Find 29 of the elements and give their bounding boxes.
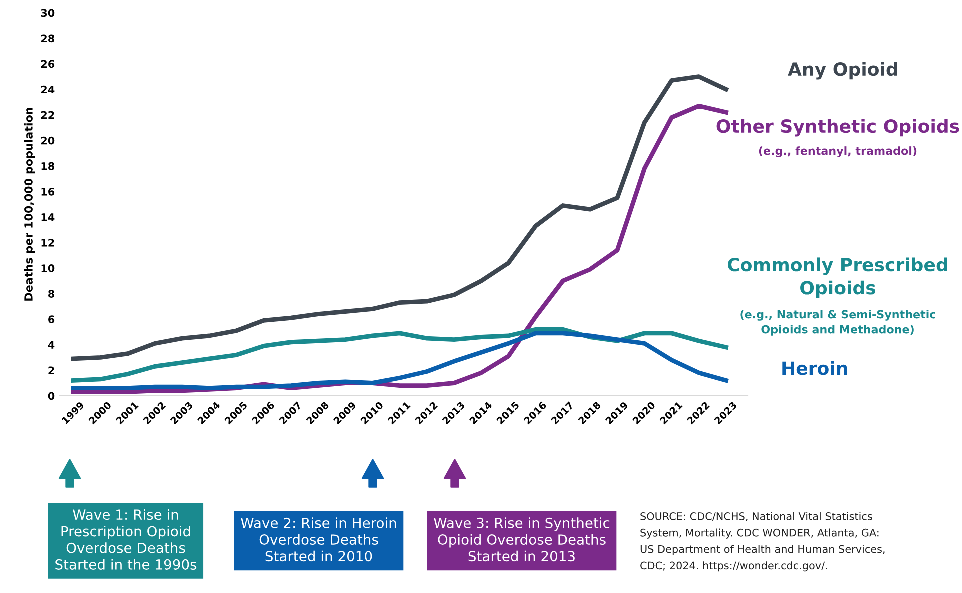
y-tick-label: 18 [42, 162, 54, 170]
y-tick-label: 6 [48, 316, 55, 324]
y-tick-label: 4 [48, 341, 55, 349]
y-tick-label: 20 [41, 136, 55, 145]
y-tick-label: 26 [41, 60, 55, 68]
y-axis-title: Deaths per 100,000 population [24, 108, 36, 301]
y-tick-label: 10 [42, 264, 55, 272]
text: Wave 3: Rise in Synthetic Opioid Overdose Deaths Started in 2013 [434, 518, 610, 562]
annotation: (e.g., Natural & Semi-Synthetic Opioids and Methadone) [740, 310, 936, 336]
text: Any Opioid [788, 62, 898, 80]
text: (e.g., fentanyl, tramadol) [759, 146, 917, 158]
line-series [71, 327, 728, 383]
y-tick-label: 0 [48, 392, 55, 400]
y-tick-label: 2 [48, 366, 54, 374]
source-note: SOURCE: CDC/NCHS, National Vital Statistics System, Mortality. CDC WONDER, Atlanta, GA: US Department of Health and Human Services, CDC; 2024. https://wonder.cdc.gov/. [640, 512, 885, 572]
y-tick-label: 22 [41, 111, 54, 120]
text: Heroin [782, 361, 848, 376]
line-series [71, 331, 728, 391]
y-tick-label: 16 [42, 188, 55, 196]
y-tick-label: 24 [41, 86, 55, 94]
y-tick-label: 14 [42, 214, 55, 222]
y-tick-label: 8 [48, 290, 54, 298]
text: Wave 1: Rise in Prescription Opioid Overdose Deaths Started in the 1990s [56, 509, 197, 570]
y-tick-label: 28 [41, 34, 54, 43]
y-tick-label: 30 [41, 9, 55, 18]
series-label: Other Synthetic Opioids [716, 119, 960, 137]
y-tick-label: 12 [42, 239, 54, 247]
text: Commonly Prescribed Opioids [728, 258, 948, 298]
text: Wave 2: Rise in Heroin Overdose Deaths Started in 2010 [241, 518, 396, 562]
